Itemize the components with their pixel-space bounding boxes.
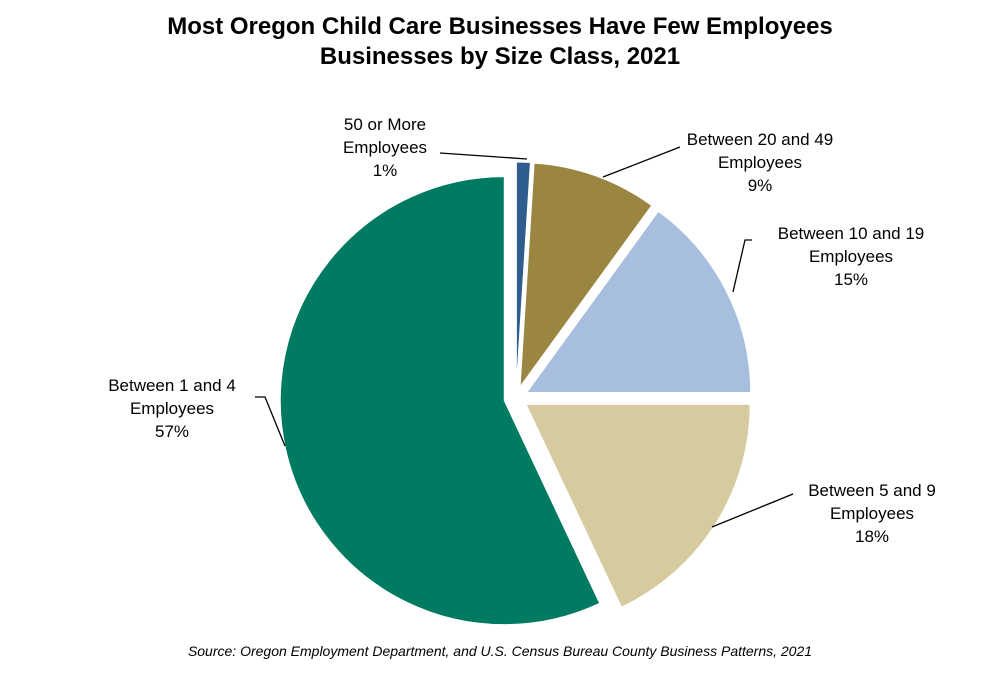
slice-category-label: Employees bbox=[830, 504, 914, 523]
slice-category-label: Between 10 and 19 bbox=[778, 224, 925, 243]
slice-labels: 50 or More Employees 1% Between 20 and 49 Em… bbox=[108, 115, 936, 546]
leader-line bbox=[255, 396, 286, 447]
slice-category-label: Employees bbox=[130, 399, 214, 418]
slice-label: Between 5 and 9 Employees 18% bbox=[808, 481, 936, 546]
slice-category-label: Employees bbox=[718, 153, 802, 172]
slice-category-label: Between 20 and 49 bbox=[687, 130, 834, 149]
pie-slice-1 bbox=[515, 161, 531, 387]
chart-title: Most Oregon Child Care Businesses Have F… bbox=[167, 13, 833, 40]
slice-label: Between 10 and 19 Employees 15% bbox=[778, 224, 925, 289]
pie-slices bbox=[279, 161, 752, 626]
leader-line bbox=[602, 146, 681, 178]
slice-percent-label: 9% bbox=[748, 176, 773, 195]
pie-slice-4 bbox=[525, 403, 751, 608]
slice-label: Between 1 and 4 Employees 57% bbox=[108, 376, 236, 441]
leader-line bbox=[711, 493, 794, 528]
source-note: Source: Oregon Employment Department, an… bbox=[188, 643, 812, 659]
leader-line bbox=[732, 239, 752, 293]
slice-percent-label: 15% bbox=[834, 270, 868, 289]
slice-category-label: Employees bbox=[343, 138, 427, 157]
pie-slice-3 bbox=[525, 210, 752, 394]
chart-subtitle: Businesses by Size Class, 2021 bbox=[320, 43, 680, 70]
pie-slice-5 bbox=[279, 176, 601, 626]
slice-label: 50 or More Employees 1% bbox=[343, 115, 427, 180]
slice-category-label: Between 5 and 9 bbox=[808, 481, 936, 500]
slice-label: Between 20 and 49 Employees 9% bbox=[687, 130, 834, 195]
slice-category-label: Between 1 and 4 bbox=[108, 376, 236, 395]
slice-category-label: Employees bbox=[809, 247, 893, 266]
slice-percent-label: 18% bbox=[855, 527, 889, 546]
slice-percent-label: 1% bbox=[373, 161, 398, 180]
slice-percent-label: 57% bbox=[155, 422, 189, 441]
leader-lines bbox=[255, 146, 794, 528]
pie-slice-2 bbox=[519, 162, 653, 389]
slice-category-label: 50 or More bbox=[344, 115, 426, 134]
leader-line bbox=[439, 152, 528, 160]
